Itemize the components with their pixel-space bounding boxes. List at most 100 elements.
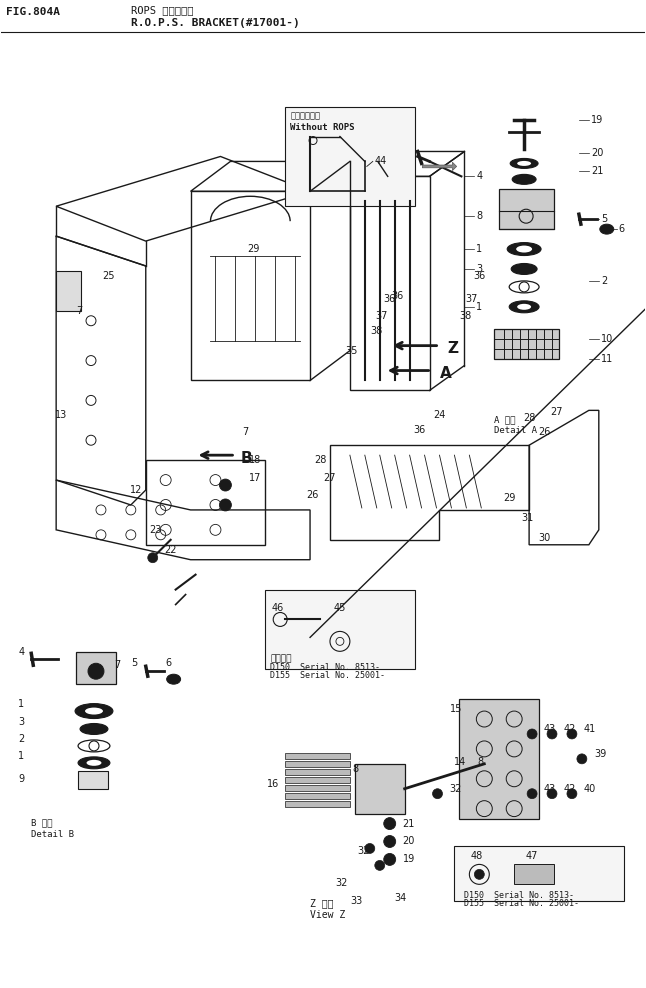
- Text: 23: 23: [149, 525, 162, 535]
- Text: 33: 33: [350, 896, 362, 906]
- Bar: [454, 847, 623, 901]
- Text: B 詳細: B 詳細: [31, 819, 53, 828]
- Text: 18: 18: [249, 455, 262, 465]
- Text: 19: 19: [591, 115, 603, 124]
- Ellipse shape: [511, 264, 537, 275]
- Text: 32: 32: [450, 783, 462, 793]
- Bar: [78, 771, 108, 788]
- Text: 1: 1: [18, 751, 25, 761]
- Text: 8: 8: [476, 211, 483, 221]
- Bar: [285, 107, 415, 206]
- Bar: [499, 190, 554, 229]
- Text: 14: 14: [454, 757, 466, 767]
- Text: Z 方向: Z 方向: [310, 898, 333, 908]
- Ellipse shape: [599, 224, 614, 234]
- Text: 38: 38: [371, 326, 383, 336]
- Text: 適用号機: 適用号機: [270, 654, 292, 663]
- Text: 8: 8: [477, 757, 483, 767]
- Circle shape: [380, 197, 390, 206]
- Text: 29: 29: [503, 493, 516, 503]
- Bar: [514, 864, 554, 884]
- Text: D155  Serial No. 25001-: D155 Serial No. 25001-: [464, 899, 579, 908]
- Bar: [285, 800, 350, 806]
- Text: Detail B: Detail B: [31, 830, 74, 839]
- Circle shape: [567, 788, 577, 798]
- Circle shape: [384, 836, 396, 848]
- Bar: [285, 769, 350, 775]
- Text: D155  Serial No. 25001-: D155 Serial No. 25001-: [270, 671, 385, 680]
- Circle shape: [365, 197, 375, 206]
- Text: 26: 26: [306, 490, 318, 500]
- Text: 7: 7: [242, 427, 249, 438]
- Circle shape: [395, 197, 404, 206]
- Text: 32: 32: [357, 847, 370, 857]
- Text: 29: 29: [247, 244, 260, 254]
- Text: 3: 3: [18, 717, 25, 727]
- Text: 7: 7: [114, 660, 120, 670]
- Bar: [285, 784, 350, 790]
- Text: 2: 2: [18, 734, 25, 744]
- Text: 9: 9: [18, 774, 25, 783]
- Bar: [459, 700, 539, 819]
- Text: 36: 36: [391, 290, 404, 301]
- Text: 4: 4: [18, 647, 25, 657]
- Text: 15: 15: [450, 704, 462, 714]
- Circle shape: [148, 552, 158, 563]
- Text: 19: 19: [402, 855, 415, 864]
- Text: 10: 10: [601, 334, 613, 344]
- Text: ROPS ブラケット: ROPS ブラケット: [131, 5, 193, 15]
- Text: 2: 2: [601, 276, 607, 286]
- Text: 42: 42: [564, 783, 576, 793]
- Ellipse shape: [75, 703, 113, 718]
- Text: 45: 45: [334, 603, 346, 613]
- Bar: [56, 271, 81, 311]
- Text: 3: 3: [476, 264, 483, 274]
- Text: 30: 30: [538, 533, 550, 542]
- Text: 36: 36: [413, 425, 426, 436]
- Circle shape: [547, 788, 557, 798]
- Ellipse shape: [167, 674, 181, 684]
- Text: 13: 13: [55, 410, 67, 420]
- Bar: [285, 792, 350, 798]
- Text: 36: 36: [474, 271, 485, 281]
- Text: 1: 1: [476, 244, 483, 254]
- Ellipse shape: [78, 757, 110, 769]
- Circle shape: [384, 818, 396, 830]
- Text: A: A: [439, 366, 452, 381]
- Bar: [479, 764, 514, 798]
- Text: 22: 22: [165, 544, 177, 554]
- Ellipse shape: [517, 304, 531, 310]
- Text: 26: 26: [538, 427, 550, 438]
- Bar: [76, 652, 116, 684]
- Text: 38: 38: [459, 311, 472, 321]
- Text: A 詳細: A 詳細: [494, 415, 516, 424]
- Circle shape: [527, 788, 537, 798]
- Circle shape: [220, 499, 231, 511]
- Bar: [285, 753, 350, 759]
- Text: 35: 35: [346, 346, 358, 356]
- Text: 16: 16: [267, 779, 280, 788]
- Text: B: B: [240, 451, 252, 465]
- Text: 20: 20: [591, 148, 603, 158]
- Text: 27: 27: [324, 473, 336, 483]
- Text: 6: 6: [619, 224, 625, 234]
- Text: 46: 46: [271, 603, 284, 613]
- Circle shape: [220, 479, 231, 491]
- Text: 47: 47: [526, 852, 538, 862]
- Circle shape: [433, 788, 443, 798]
- Text: 1: 1: [476, 301, 483, 312]
- Text: FIG.804A: FIG.804A: [6, 7, 60, 17]
- Bar: [355, 764, 404, 814]
- Text: 43: 43: [544, 783, 556, 793]
- Text: Without ROPS: Without ROPS: [290, 123, 355, 131]
- Circle shape: [527, 729, 537, 739]
- Text: 7: 7: [76, 306, 82, 316]
- Text: View Z: View Z: [310, 910, 346, 920]
- Circle shape: [88, 663, 104, 679]
- Text: 21: 21: [402, 819, 415, 829]
- Text: 42: 42: [564, 724, 576, 734]
- Ellipse shape: [512, 174, 536, 185]
- Text: 34: 34: [395, 893, 407, 903]
- Ellipse shape: [85, 707, 103, 714]
- Text: 28: 28: [314, 455, 326, 465]
